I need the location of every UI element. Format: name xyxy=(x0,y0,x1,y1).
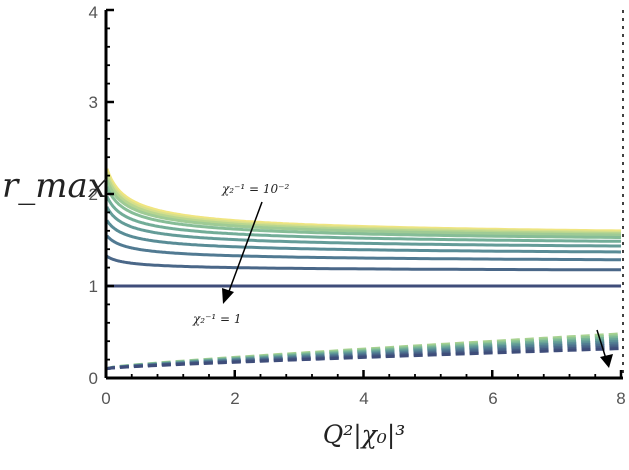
solid-series-line xyxy=(105,195,621,243)
y-axis-label: r_max xyxy=(2,166,107,206)
solid-series-line xyxy=(105,219,622,254)
tick-marks xyxy=(104,8,623,380)
annotation-arrow-line xyxy=(227,201,263,295)
solid-series-line xyxy=(105,175,622,236)
y-tick-label: 4 xyxy=(89,3,98,22)
y-tick-label: 1 xyxy=(89,277,98,296)
dashed-series-group xyxy=(105,332,622,371)
annotation-label-top: χ₂⁻¹ = 10⁻² xyxy=(221,182,290,196)
x-tick-label: 4 xyxy=(359,389,368,408)
x-tick-label: 6 xyxy=(488,389,497,408)
solid-series-group xyxy=(105,168,622,288)
y-tick-label: 0 xyxy=(89,369,98,388)
x-tick-label: 2 xyxy=(230,389,239,408)
solid-series-line xyxy=(105,234,621,262)
y-tick-label: 3 xyxy=(89,93,98,112)
solid-series-line xyxy=(105,185,621,239)
dashed-arrowhead xyxy=(600,354,613,368)
dashed-series-line xyxy=(105,347,622,371)
x-tick-label: 0 xyxy=(101,389,110,408)
solid-series-line xyxy=(105,254,621,272)
solid-series-line xyxy=(105,179,621,237)
y-tick-label: 2 xyxy=(89,185,98,204)
x-axis-label: Q²|χ₀|³ xyxy=(323,420,406,450)
annotation-label-bottom: χ₂⁻¹ = 1 xyxy=(192,312,242,326)
annotation-arrowhead xyxy=(222,288,234,304)
solid-series-line xyxy=(105,206,621,248)
x-tick-label: 8 xyxy=(616,389,625,408)
